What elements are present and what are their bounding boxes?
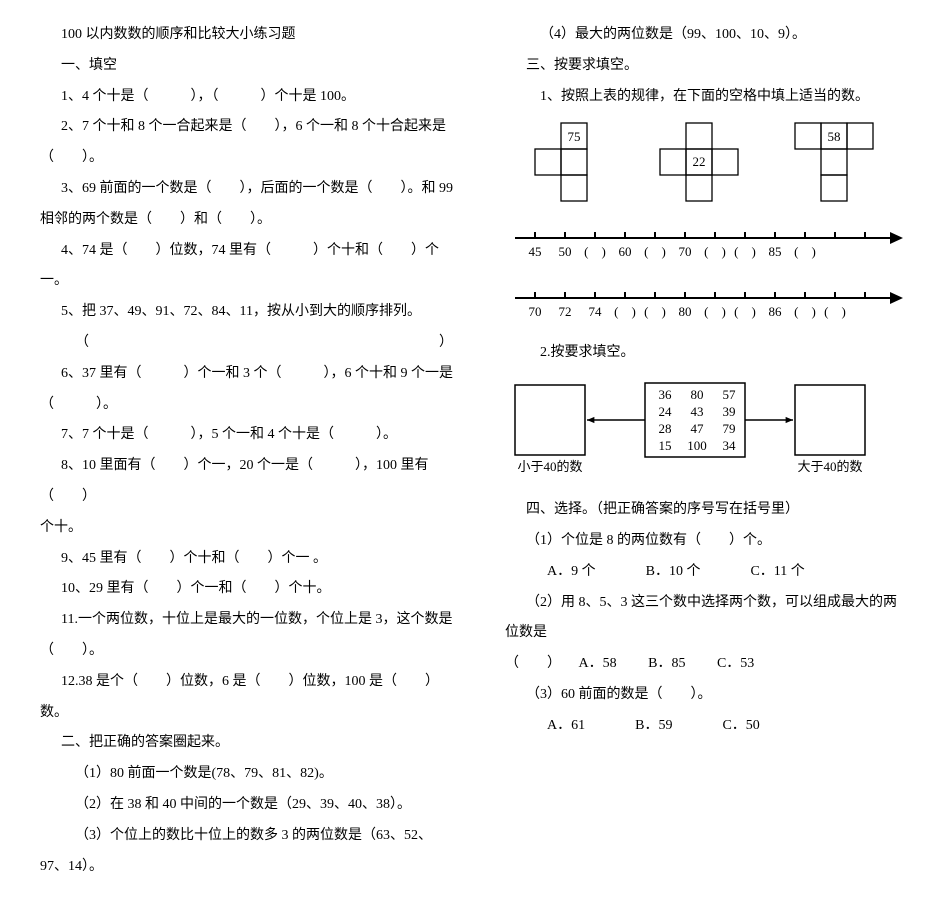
svg-text:72: 72 xyxy=(559,304,572,319)
svg-text:36: 36 xyxy=(659,387,673,402)
circle-3: （3）个位上的数比十位上的数多 3 的两位数是（63、52、97、14）。 xyxy=(40,821,455,883)
number-line-1: 45 50 ( ) 60 ( ) 70 ( ) ( ) 85 ( ) xyxy=(505,218,905,268)
section-1-heading: 一、填空 xyxy=(40,51,455,82)
circle-1: （1）80 前面一个数是(78、79、81、82)。 xyxy=(40,759,455,790)
mc3: （3）60 前面的数是（ ）。 xyxy=(505,680,905,711)
q4: 4、74 是（ ）位数，74 里有（ ）个十和（ ）个一。 xyxy=(40,236,455,298)
svg-text:43: 43 xyxy=(691,404,704,419)
mc3-a: A．61 xyxy=(547,711,585,742)
q9: 9、45 里有（ ）个十和（ ）个一 。 xyxy=(40,544,455,575)
mc2-line2: （ ） A．58 B．85 C．53 xyxy=(505,649,905,680)
svg-text:50: 50 xyxy=(559,244,572,259)
svg-text:47: 47 xyxy=(691,421,705,436)
q6-line2: （ ）。 xyxy=(40,390,455,421)
mc3-choices: A．61 B．59 C．50 xyxy=(505,711,905,742)
svg-text:( ): ( ) xyxy=(734,244,756,259)
circle-2: （2）在 38 和 40 中间的一个数是（29、39、40、38）。 xyxy=(40,790,455,821)
svg-text:( ): ( ) xyxy=(644,304,666,319)
svg-text:24: 24 xyxy=(659,404,673,419)
s3-2: 2.按要求填空。 xyxy=(505,338,905,369)
q7: 7、7 个十是（ ），5 个一和 4 个十是（ ）。 xyxy=(40,420,455,451)
mc1-choices: A．9 个 B．10 个 C．11 个 xyxy=(505,557,905,588)
mc3-c: C．50 xyxy=(722,711,759,742)
q11-line1: 11.一个两位数，十位上是最大的一位数，个位上是 3，这个数是 xyxy=(40,605,455,636)
mc2-line1: （2）用 8、5、3 这三个数中选择两个数，可以组成最大的两位数是 xyxy=(505,588,905,650)
q8-line2: 个十。 xyxy=(40,513,455,544)
mc3-b: B．59 xyxy=(635,711,672,742)
cross-grids: 75 22 58 xyxy=(505,118,905,208)
svg-text:70: 70 xyxy=(679,244,692,259)
svg-text:( ): ( ) xyxy=(704,244,726,259)
svg-text:28: 28 xyxy=(659,421,672,436)
section-2-heading: 二、把正确的答案圈起来。 xyxy=(40,728,455,759)
s3-1: 1、按照上表的规律，在下面的空格中填上适当的数。 xyxy=(505,82,905,113)
svg-text:( ): ( ) xyxy=(644,244,666,259)
svg-text:( ): ( ) xyxy=(824,304,846,319)
mc1-c: C．11 个 xyxy=(750,557,804,588)
title: 100 以内数数的顺序和比较大小练习题 xyxy=(40,20,455,51)
q5-line1: 5、把 37、49、91、72、84、11，按从小到大的顺序排列。 xyxy=(40,297,455,328)
svg-text:( ): ( ) xyxy=(614,304,636,319)
q3-line1: 3、69 前面的一个数是（ ），后面的一个数是（ ）。和 99 xyxy=(40,174,455,205)
svg-text:( ): ( ) xyxy=(794,304,816,319)
svg-text:60: 60 xyxy=(619,244,632,259)
mc1-a: A．9 个 xyxy=(547,557,596,588)
column-right: （4）最大的两位数是（99、100、10、9）。 三、按要求填空。 1、按照上表… xyxy=(505,20,905,882)
q8-line1: 8、10 里面有（ ）个一，20 个一是（ ），100 里有（ ） xyxy=(40,451,455,513)
svg-text:小于40的数: 小于40的数 xyxy=(517,459,582,474)
svg-text:79: 79 xyxy=(723,421,736,436)
svg-text:15: 15 xyxy=(659,438,672,453)
section-3-heading: 三、按要求填空。 xyxy=(505,51,905,82)
svg-text:45: 45 xyxy=(529,244,542,259)
q12: 12.38 是个（ ）位数，6 是（ ）位数，100 是（ ）数。 xyxy=(40,667,455,729)
q3-line2: 相邻的两个数是（ ）和（ ）。 xyxy=(40,205,455,236)
svg-text:( ): ( ) xyxy=(704,304,726,319)
svg-text:( ): ( ) xyxy=(734,304,756,319)
svg-text:100: 100 xyxy=(687,438,707,453)
svg-text:57: 57 xyxy=(723,387,737,402)
svg-text:86: 86 xyxy=(769,304,783,319)
svg-text:( ): ( ) xyxy=(584,244,606,259)
svg-text:80: 80 xyxy=(691,387,704,402)
worksheet: 100 以内数数的顺序和比较大小练习题 一、填空 1、4 个十是（ ），（ ）个… xyxy=(40,20,905,882)
q5-line2: （ ） xyxy=(40,328,455,359)
mc1: （1）个位是 8 的两位数有（ ）个。 xyxy=(505,526,905,557)
q1: 1、4 个十是（ ），（ ）个十是 100。 xyxy=(40,82,455,113)
svg-text:22: 22 xyxy=(693,154,706,169)
number-line-2: 70 72 74 ( ) ( ) 80 ( ) ( ) 86 ( ) ( ) xyxy=(505,278,905,328)
q6-line1: 6、37 里有（ ）个一和 3 个（ ），6 个十和 9 个一是 xyxy=(40,359,455,390)
svg-text:85: 85 xyxy=(769,244,782,259)
column-left: 100 以内数数的顺序和比较大小练习题 一、填空 1、4 个十是（ ），（ ）个… xyxy=(40,20,455,882)
svg-text:39: 39 xyxy=(723,404,736,419)
q10: 10、29 里有（ ）个一和（ ）个十。 xyxy=(40,574,455,605)
svg-text:80: 80 xyxy=(679,304,692,319)
sort-diagram: 小于40的数 大于40的数 36 80 57 24 43 39 28 47 79 15 100 34 xyxy=(505,375,905,485)
svg-text:75: 75 xyxy=(568,129,581,144)
svg-text:大于40的数: 大于40的数 xyxy=(797,459,862,474)
q2: 2、7 个十和 8 个一合起来是（ ），6 个一和 8 个十合起来是（ ）。 xyxy=(40,112,455,174)
q11-line2: （ ）。 xyxy=(40,636,455,667)
section-4-heading: 四、选择。（把正确答案的序号写在括号里） xyxy=(505,495,905,526)
svg-text:58: 58 xyxy=(828,129,841,144)
svg-text:74: 74 xyxy=(589,304,603,319)
svg-text:34: 34 xyxy=(723,438,737,453)
mc1-b: B．10 个 xyxy=(646,557,701,588)
svg-text:( ): ( ) xyxy=(794,244,816,259)
svg-text:70: 70 xyxy=(529,304,542,319)
circle-4: （4）最大的两位数是（99、100、10、9）。 xyxy=(505,20,905,51)
